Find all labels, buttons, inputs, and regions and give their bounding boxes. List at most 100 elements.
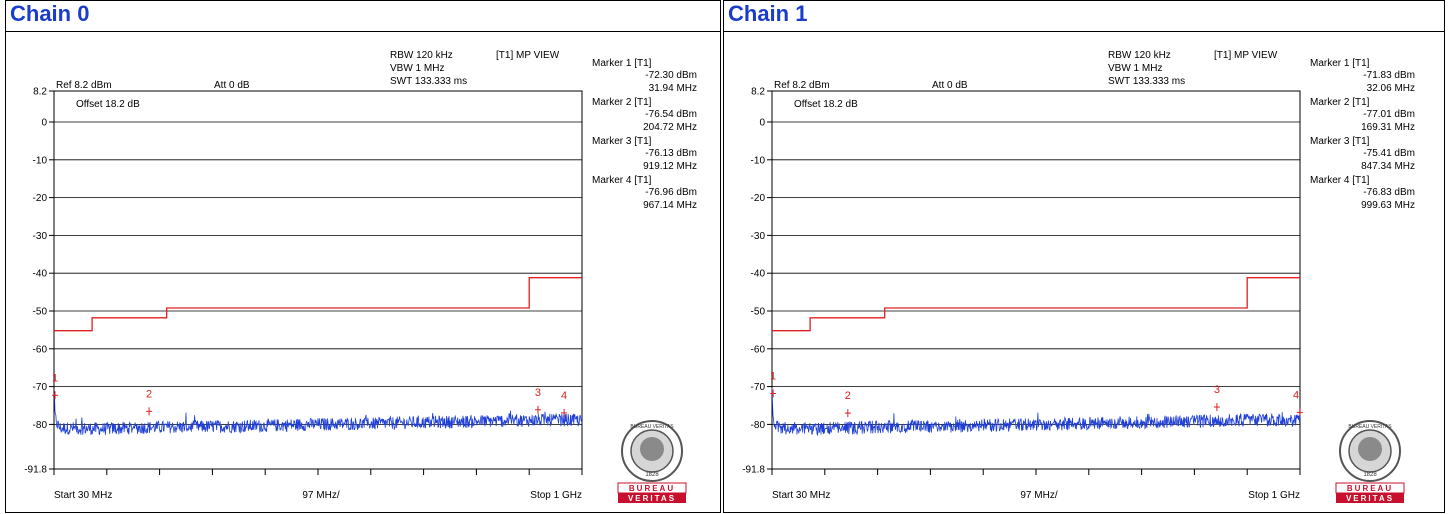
y-tick-label: -80 bbox=[751, 420, 766, 431]
logo-year: 1828 bbox=[645, 472, 659, 478]
marker-1-number: 1 bbox=[52, 372, 58, 384]
chain-1-spectrum-chart: RBW 120 kHz VBW 1 MHz SWT 133.333 ms [T1… bbox=[742, 50, 1415, 503]
marker-4-level: -76.83 dBm bbox=[1363, 187, 1415, 198]
marker-3-title: Marker 3 [T1] bbox=[592, 136, 652, 147]
logo-seal-text: BUREAU VERITAS bbox=[1348, 424, 1392, 430]
marker-4-number: 4 bbox=[1293, 389, 1299, 401]
marker-3-level: -75.41 dBm bbox=[1363, 148, 1415, 159]
marker-1-title: Marker 1 [T1] bbox=[592, 58, 652, 69]
attenuation-label: Att 0 dB bbox=[214, 80, 250, 91]
marker-4-number: 4 bbox=[561, 390, 567, 402]
start-freq-label: Start 30 MHz bbox=[772, 490, 830, 501]
chain-1-panel: Chain 1 RBW 120 kHz VBW 1 MHz SWT 133.33… bbox=[723, 0, 1445, 513]
marker-3-title: Marker 3 [T1] bbox=[1310, 136, 1370, 147]
marker-4-title: Marker 4 [T1] bbox=[592, 175, 652, 186]
vbw-label: VBW 1 MHz bbox=[390, 63, 444, 74]
bureau-veritas-logo: BUREAU VERITAS 1828 BUREAU VERITAS bbox=[1335, 420, 1405, 503]
marker-2-number: 2 bbox=[845, 390, 851, 402]
span-per-div-label: 97 MHz/ bbox=[302, 490, 339, 501]
plot-area: 8.2 0 -10 -20 -30 -40 -50 -60 -70 -80 -91.8 1 2 3 4 bbox=[742, 87, 1303, 476]
start-freq-label: Start 30 MHz bbox=[54, 490, 112, 501]
limit-line bbox=[54, 277, 582, 332]
marker-2-level: -76.54 dBm bbox=[645, 109, 697, 120]
mode-label: [T1] MP VIEW bbox=[1214, 50, 1278, 61]
y-tick-label: -80 bbox=[33, 420, 48, 431]
y-tick-label: -60 bbox=[33, 344, 48, 355]
y-tick-label: -20 bbox=[33, 193, 48, 204]
marker-1-level: -72.30 dBm bbox=[645, 70, 697, 81]
marker-1-title: Marker 1 [T1] bbox=[1310, 58, 1370, 69]
y-tick-label: -30 bbox=[33, 231, 48, 242]
title-divider bbox=[724, 31, 1444, 32]
marker-4-title: Marker 4 [T1] bbox=[1310, 175, 1370, 186]
marker-1-freq: 32.06 MHz bbox=[1367, 83, 1415, 94]
y-tick-label: -10 bbox=[751, 155, 766, 166]
marker-4-level: -76.96 dBm bbox=[645, 187, 697, 198]
marker-2-freq: 204.72 MHz bbox=[643, 122, 697, 133]
marker-2-level: -77.01 dBm bbox=[1363, 109, 1415, 120]
y-tick-label: -40 bbox=[751, 269, 766, 280]
rbw-label: RBW 120 kHz bbox=[1108, 50, 1171, 61]
vbw-label: VBW 1 MHz bbox=[1108, 63, 1162, 74]
logo-seal-figure bbox=[640, 437, 664, 461]
y-tick-label: -70 bbox=[33, 382, 48, 393]
ref-level-label: Ref 8.2 dBm bbox=[56, 80, 112, 91]
plot-area: 8.2 0 -10 -20 -30 -40 -50 -60 -70 -80 -91.8 1 2 3 4 bbox=[24, 87, 583, 476]
y-tick-label: 8.2 bbox=[751, 87, 765, 98]
y-tick-label: -40 bbox=[33, 269, 48, 280]
stop-freq-label: Stop 1 GHz bbox=[530, 490, 582, 501]
ref-level-label: Ref 8.2 dBm bbox=[774, 80, 830, 91]
stop-freq-label: Stop 1 GHz bbox=[1248, 490, 1300, 501]
chain-1-title: Chain 1 bbox=[728, 1, 808, 26]
logo-band-bottom bbox=[1336, 493, 1404, 503]
marker-3-freq: 919.12 MHz bbox=[643, 161, 697, 172]
plot-frame bbox=[53, 90, 583, 470]
offset-label: Offset 18.2 dB bbox=[76, 99, 140, 110]
logo-seal-text: BUREAU VERITAS bbox=[630, 424, 674, 430]
y-tick-label: -70 bbox=[751, 382, 766, 393]
span-per-div-label: 97 MHz/ bbox=[1020, 490, 1057, 501]
rbw-label: RBW 120 kHz bbox=[390, 50, 453, 61]
marker-3-freq: 847.34 MHz bbox=[1361, 161, 1415, 172]
marker-3-number: 3 bbox=[1214, 384, 1220, 396]
y-tick-label: -91.8 bbox=[742, 465, 765, 476]
marker-2-number: 2 bbox=[146, 388, 152, 400]
title-divider bbox=[6, 31, 720, 32]
logo-band-top-text: BUREAU bbox=[629, 484, 675, 493]
y-tick-label: -10 bbox=[33, 155, 48, 166]
chain-0-panel: Chain 0 RBW 120 kHz VBW 1 MHz SWT 133.33… bbox=[5, 0, 721, 513]
swt-label: SWT 133.333 ms bbox=[1108, 76, 1185, 87]
bureau-veritas-logo: BUREAU VERITAS 1828 BUREAU VERITAS bbox=[617, 420, 687, 503]
limit-line bbox=[772, 277, 1300, 332]
marker-3-level: -76.13 dBm bbox=[645, 148, 697, 159]
y-tick-label: -50 bbox=[751, 306, 766, 317]
marker-4-freq: 999.63 MHz bbox=[1361, 200, 1415, 211]
attenuation-label: Att 0 dB bbox=[932, 80, 968, 91]
marker-4-freq: 967.14 MHz bbox=[643, 200, 697, 211]
spectrum-trace bbox=[53, 393, 583, 436]
logo-band-bottom bbox=[618, 493, 686, 503]
logo-band-top-text: BUREAU bbox=[1347, 484, 1393, 493]
mode-label: [T1] MP VIEW bbox=[496, 50, 560, 61]
plot-frame bbox=[771, 90, 1301, 470]
y-tick-label: -20 bbox=[751, 193, 766, 204]
marker-2-title: Marker 2 [T1] bbox=[1310, 97, 1370, 108]
marker-3-number: 3 bbox=[535, 387, 541, 399]
y-tick-label: -60 bbox=[751, 344, 766, 355]
logo-band-bottom-text: VERITAS bbox=[1346, 494, 1394, 503]
marker-2-freq: 169.31 MHz bbox=[1361, 122, 1415, 133]
y-tick-label: -91.8 bbox=[24, 465, 47, 476]
marker-2-title: Marker 2 [T1] bbox=[592, 97, 652, 108]
logo-band-bottom-text: VERITAS bbox=[628, 494, 676, 503]
chain-0-title: Chain 0 bbox=[10, 1, 90, 26]
chain-0-spectrum-chart: RBW 120 kHz VBW 1 MHz SWT 133.333 ms [T1… bbox=[24, 50, 697, 503]
marker-1-level: -71.83 dBm bbox=[1363, 70, 1415, 81]
swt-label: SWT 133.333 ms bbox=[390, 76, 467, 87]
y-tick-label: -30 bbox=[751, 231, 766, 242]
y-tick-label: 0 bbox=[41, 117, 47, 128]
marker-1-freq: 31.94 MHz bbox=[649, 83, 697, 94]
marker-1-number: 1 bbox=[770, 371, 776, 383]
logo-seal-figure bbox=[1358, 437, 1382, 461]
y-tick-label: 8.2 bbox=[33, 87, 47, 98]
